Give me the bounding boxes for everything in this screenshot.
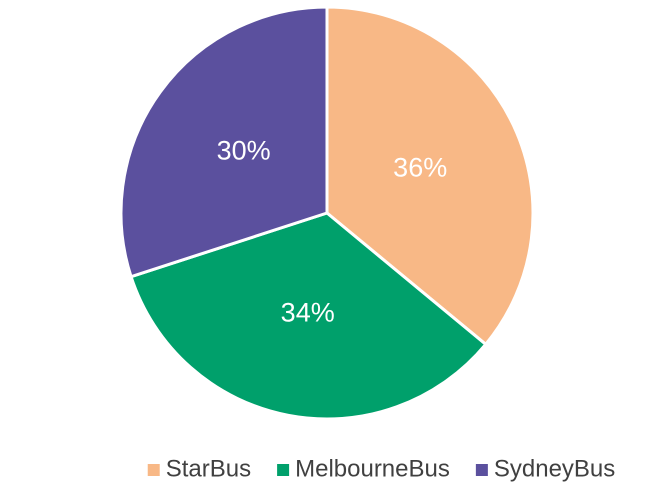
slice-label: 34% — [281, 297, 335, 327]
legend-swatch — [475, 464, 488, 476]
legend-label: MelbourneBus — [295, 455, 450, 482]
pie-slice — [325, 5, 535, 347]
legend-label: SydneyBus — [494, 455, 615, 482]
slice-label: 36% — [393, 152, 447, 182]
legend-label: StarBus — [166, 455, 251, 482]
slice-label: 30% — [217, 136, 271, 166]
pie-slice — [129, 211, 488, 421]
legend-swatch — [277, 464, 290, 476]
pie-slice — [119, 5, 329, 279]
legend: StarBus MelbourneBus SydneyBus — [147, 455, 615, 482]
legend-swatch — [147, 464, 160, 476]
